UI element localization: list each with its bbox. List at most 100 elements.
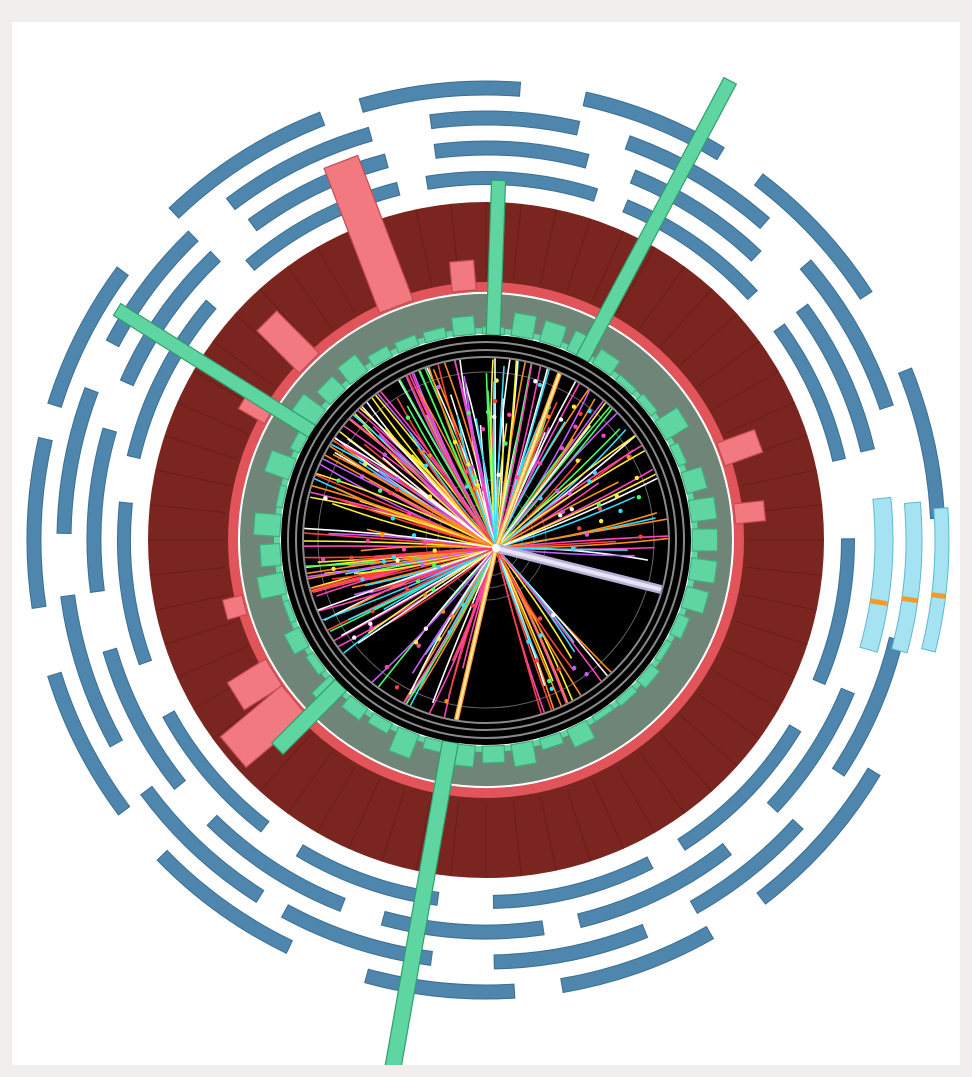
track-hit bbox=[427, 494, 433, 499]
muon-track bbox=[495, 546, 668, 599]
em-energy-tower bbox=[366, 345, 394, 368]
hadronic-cell-divider bbox=[746, 566, 823, 576]
track-hit bbox=[555, 488, 560, 494]
muon-chamber-segment bbox=[897, 367, 945, 520]
track-hit bbox=[496, 472, 501, 478]
muon-chamber-segment bbox=[766, 687, 855, 814]
em-energy-tower bbox=[680, 585, 710, 615]
em-energy-tower bbox=[654, 406, 690, 441]
muon-chamber-segment bbox=[380, 910, 545, 940]
em-energy-tower bbox=[654, 639, 673, 663]
muon-chamber-segment bbox=[168, 111, 326, 219]
track-hit bbox=[432, 563, 437, 568]
hadronic-cell-divider bbox=[712, 670, 779, 710]
charged-track bbox=[304, 547, 497, 619]
charged-track bbox=[495, 449, 668, 549]
em-energy-tower bbox=[340, 694, 369, 722]
track-hit bbox=[480, 426, 486, 432]
track-hit bbox=[404, 586, 409, 591]
track-hit bbox=[559, 445, 565, 451]
charged-track bbox=[357, 547, 497, 644]
em-energy-tower bbox=[275, 484, 288, 509]
charged-track bbox=[495, 547, 597, 722]
track-hit bbox=[407, 511, 412, 516]
charged-track bbox=[373, 547, 497, 592]
muon-chamber-segment bbox=[756, 767, 881, 905]
charged-track bbox=[408, 547, 497, 695]
em-energy-tower bbox=[422, 326, 448, 344]
track-hit bbox=[537, 382, 543, 388]
track-hit bbox=[391, 555, 397, 560]
electron-track bbox=[494, 359, 566, 549]
track-hit bbox=[427, 453, 433, 458]
hadronic-cell-divider bbox=[316, 247, 356, 314]
track-hit bbox=[411, 533, 417, 538]
track-hit bbox=[547, 678, 552, 684]
muon-chamber-segment bbox=[26, 436, 53, 610]
muon-chamber-segment bbox=[812, 538, 855, 686]
charged-track bbox=[495, 515, 668, 549]
hadronic-cell-divider bbox=[680, 714, 738, 767]
track-hit bbox=[460, 602, 466, 608]
track-hit bbox=[526, 639, 531, 644]
track-hit bbox=[537, 616, 543, 621]
track-hit bbox=[538, 496, 543, 501]
muon-chamber-segment bbox=[225, 126, 373, 211]
track-hit bbox=[384, 665, 390, 670]
track-hit bbox=[450, 614, 455, 619]
muon-chamber-segment bbox=[206, 814, 346, 912]
hadronic-cell-divider bbox=[316, 766, 356, 833]
track-hit bbox=[576, 526, 582, 531]
em-energy-tower bbox=[393, 333, 420, 354]
track-hit bbox=[560, 509, 566, 514]
track-hit bbox=[569, 506, 574, 512]
track-hit bbox=[470, 603, 475, 608]
charged-track bbox=[397, 358, 497, 549]
hadronic-cell-divider bbox=[415, 209, 433, 284]
em-energy-tower bbox=[538, 731, 565, 751]
charged-track bbox=[431, 547, 497, 704]
muon-chamber-segment bbox=[795, 303, 876, 453]
track-hit bbox=[597, 506, 603, 511]
track-hit bbox=[480, 486, 486, 491]
em-energy-tower bbox=[668, 612, 691, 640]
muon-chamber-segment bbox=[60, 594, 124, 748]
track-hit bbox=[549, 686, 554, 691]
support-ring bbox=[302, 356, 670, 724]
track-hit bbox=[413, 640, 419, 645]
charged-track bbox=[385, 427, 497, 549]
hadronic-cell-divider bbox=[725, 646, 795, 678]
em-energy-tower bbox=[283, 626, 311, 656]
track-hit bbox=[368, 621, 373, 627]
hadronic-cell-divider bbox=[149, 566, 226, 576]
em-energy-tower bbox=[591, 703, 615, 723]
charged-track bbox=[332, 453, 497, 549]
muon-chamber-segment bbox=[126, 299, 217, 460]
muon-hit-mark bbox=[931, 592, 946, 599]
tracks bbox=[304, 358, 668, 722]
track-hit bbox=[452, 439, 458, 445]
hadronic-cell-divider bbox=[592, 779, 624, 849]
charged-track bbox=[495, 366, 505, 549]
em-energy-tower bbox=[282, 599, 297, 624]
charged-track bbox=[332, 502, 497, 549]
muon-chamber-segment bbox=[677, 724, 802, 851]
track-hit bbox=[416, 643, 421, 648]
track-hit bbox=[466, 462, 471, 467]
muon-chamber-segment bbox=[364, 968, 516, 1000]
em-energy-tower bbox=[635, 392, 659, 417]
hadronic-cell-divider bbox=[742, 469, 817, 487]
charged-track bbox=[495, 423, 653, 549]
em-energy-tower bbox=[591, 348, 621, 377]
charged-track bbox=[495, 534, 668, 549]
muon-chamber-hit bbox=[859, 496, 894, 653]
muon-chamber-segment bbox=[799, 259, 894, 411]
track-hit bbox=[365, 538, 371, 544]
track-hit bbox=[466, 410, 471, 416]
muon-chamber-segment bbox=[86, 427, 118, 593]
track-hit bbox=[420, 450, 425, 455]
track-hit bbox=[485, 409, 491, 415]
track-hit bbox=[445, 452, 450, 458]
track-hit bbox=[423, 463, 428, 469]
hadronic-cell-divider bbox=[348, 779, 380, 849]
